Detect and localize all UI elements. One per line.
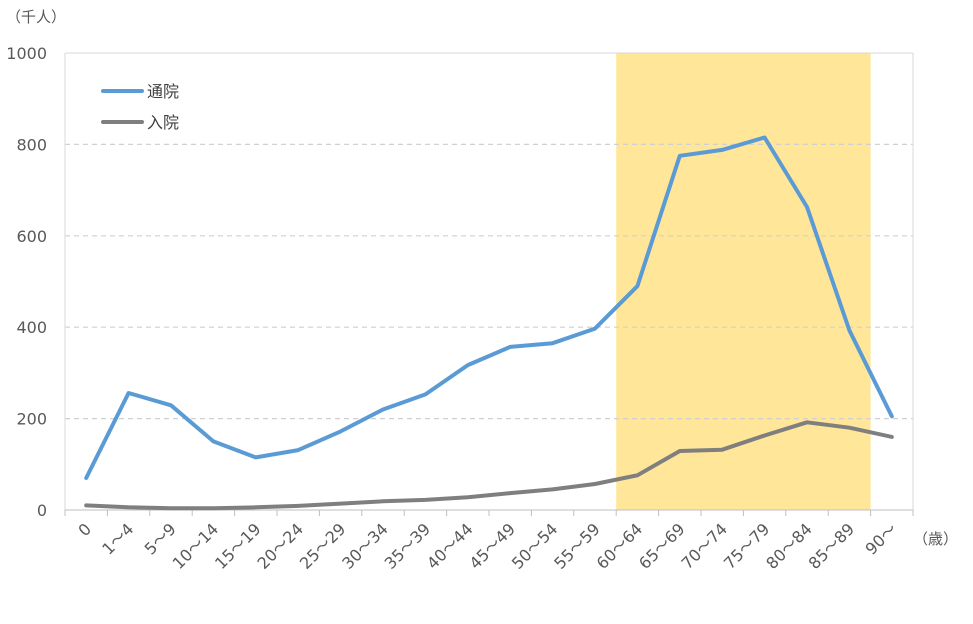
series-0-point-6 — [339, 429, 343, 433]
series-1-point-16 — [763, 434, 767, 438]
y-tick-label-200: 200 — [16, 410, 47, 429]
series-1-point-14 — [678, 449, 682, 453]
y-tick-label-600: 600 — [16, 227, 47, 246]
x-tick-label-13: 60～64 — [593, 519, 647, 573]
series-1-point-5 — [296, 504, 300, 508]
series-1-point-12 — [593, 482, 597, 486]
x-tick-label-17: 80～84 — [762, 519, 816, 573]
x-tick-label-11: 50～54 — [508, 519, 562, 573]
series-1-point-18 — [847, 426, 851, 430]
x-tick-label-9: 40～44 — [423, 519, 477, 573]
x-tick-label-15: 70～74 — [677, 519, 731, 573]
y-tick-label-800: 800 — [16, 135, 47, 154]
series-1-point-15 — [720, 448, 724, 452]
series-1-point-6 — [339, 502, 343, 506]
series-1-point-17 — [805, 420, 809, 424]
series-0-point-16 — [763, 136, 767, 140]
y-tick-label-0: 0 — [37, 501, 47, 520]
y-tick-label-400: 400 — [16, 318, 47, 337]
series-layer — [84, 135, 894, 511]
x-tick-label-12: 55～59 — [550, 519, 604, 573]
series-1-point-0 — [84, 503, 88, 507]
x-tick-label-10: 45～49 — [465, 519, 519, 573]
x-tick-label-14: 65～69 — [635, 519, 689, 573]
x-tick-label-19: 90～ — [861, 519, 900, 558]
series-line-1 — [84, 420, 894, 511]
series-0-point-18 — [847, 328, 851, 332]
series-0-point-14 — [678, 154, 682, 158]
x-tick-label-3: 10～14 — [169, 519, 223, 573]
series-0-point-13 — [635, 284, 639, 288]
highlight-band-layer — [616, 53, 871, 510]
x-tick-label-7: 30～34 — [338, 519, 392, 573]
series-0-point-7 — [381, 407, 385, 411]
series-0-point-4 — [254, 455, 258, 459]
series-1-point-2 — [169, 506, 173, 510]
x-tick-label-8: 35～39 — [381, 519, 435, 573]
series-1-point-13 — [635, 473, 639, 477]
series-1-point-1 — [127, 505, 131, 509]
x-tick-label-1: 1～4 — [98, 519, 137, 558]
highlight-band — [616, 53, 871, 510]
series-0-point-12 — [593, 327, 597, 331]
series-0-point-1 — [127, 391, 131, 395]
series-0-point-0 — [84, 476, 88, 480]
series-0-point-5 — [296, 448, 300, 452]
series-0-point-10 — [508, 345, 512, 349]
series-0-point-2 — [169, 403, 173, 407]
x-tick-label-4: 15～19 — [211, 519, 265, 573]
series-1-point-19 — [890, 435, 894, 439]
series-0-point-11 — [551, 341, 555, 345]
x-tick-label-6: 25～29 — [296, 519, 350, 573]
series-0-point-9 — [466, 363, 470, 367]
x-axis-unit-label: （歳） — [913, 530, 958, 548]
series-0-point-3 — [211, 439, 215, 443]
series-0-point-19 — [890, 414, 894, 418]
series-0-point-8 — [423, 392, 427, 396]
series-1-point-8 — [423, 498, 427, 502]
series-0-point-17 — [805, 205, 809, 209]
x-tick-label-18: 85～89 — [805, 519, 859, 573]
x-tick-label-0: 0 — [74, 519, 95, 540]
series-0-point-15 — [720, 148, 724, 152]
legend-label-0: 通院 — [147, 82, 179, 101]
grid-layer — [65, 143, 913, 420]
series-1-point-9 — [466, 495, 470, 499]
x-tick-label-16: 75～79 — [720, 519, 774, 573]
series-1-point-4 — [254, 505, 258, 509]
x-tick-label-2: 5～9 — [141, 519, 180, 558]
series-line-0 — [84, 135, 894, 480]
series-1-point-7 — [381, 499, 385, 503]
series-1-point-11 — [551, 487, 555, 491]
y-tick-label-1000: 1000 — [6, 44, 47, 63]
series-1-point-3 — [211, 506, 215, 510]
y-axis-unit-label: （千人） — [6, 8, 66, 26]
x-tick-label-5: 20～24 — [253, 519, 307, 573]
legend-label-1: 入院 — [147, 113, 179, 132]
series-1-point-10 — [508, 491, 512, 495]
